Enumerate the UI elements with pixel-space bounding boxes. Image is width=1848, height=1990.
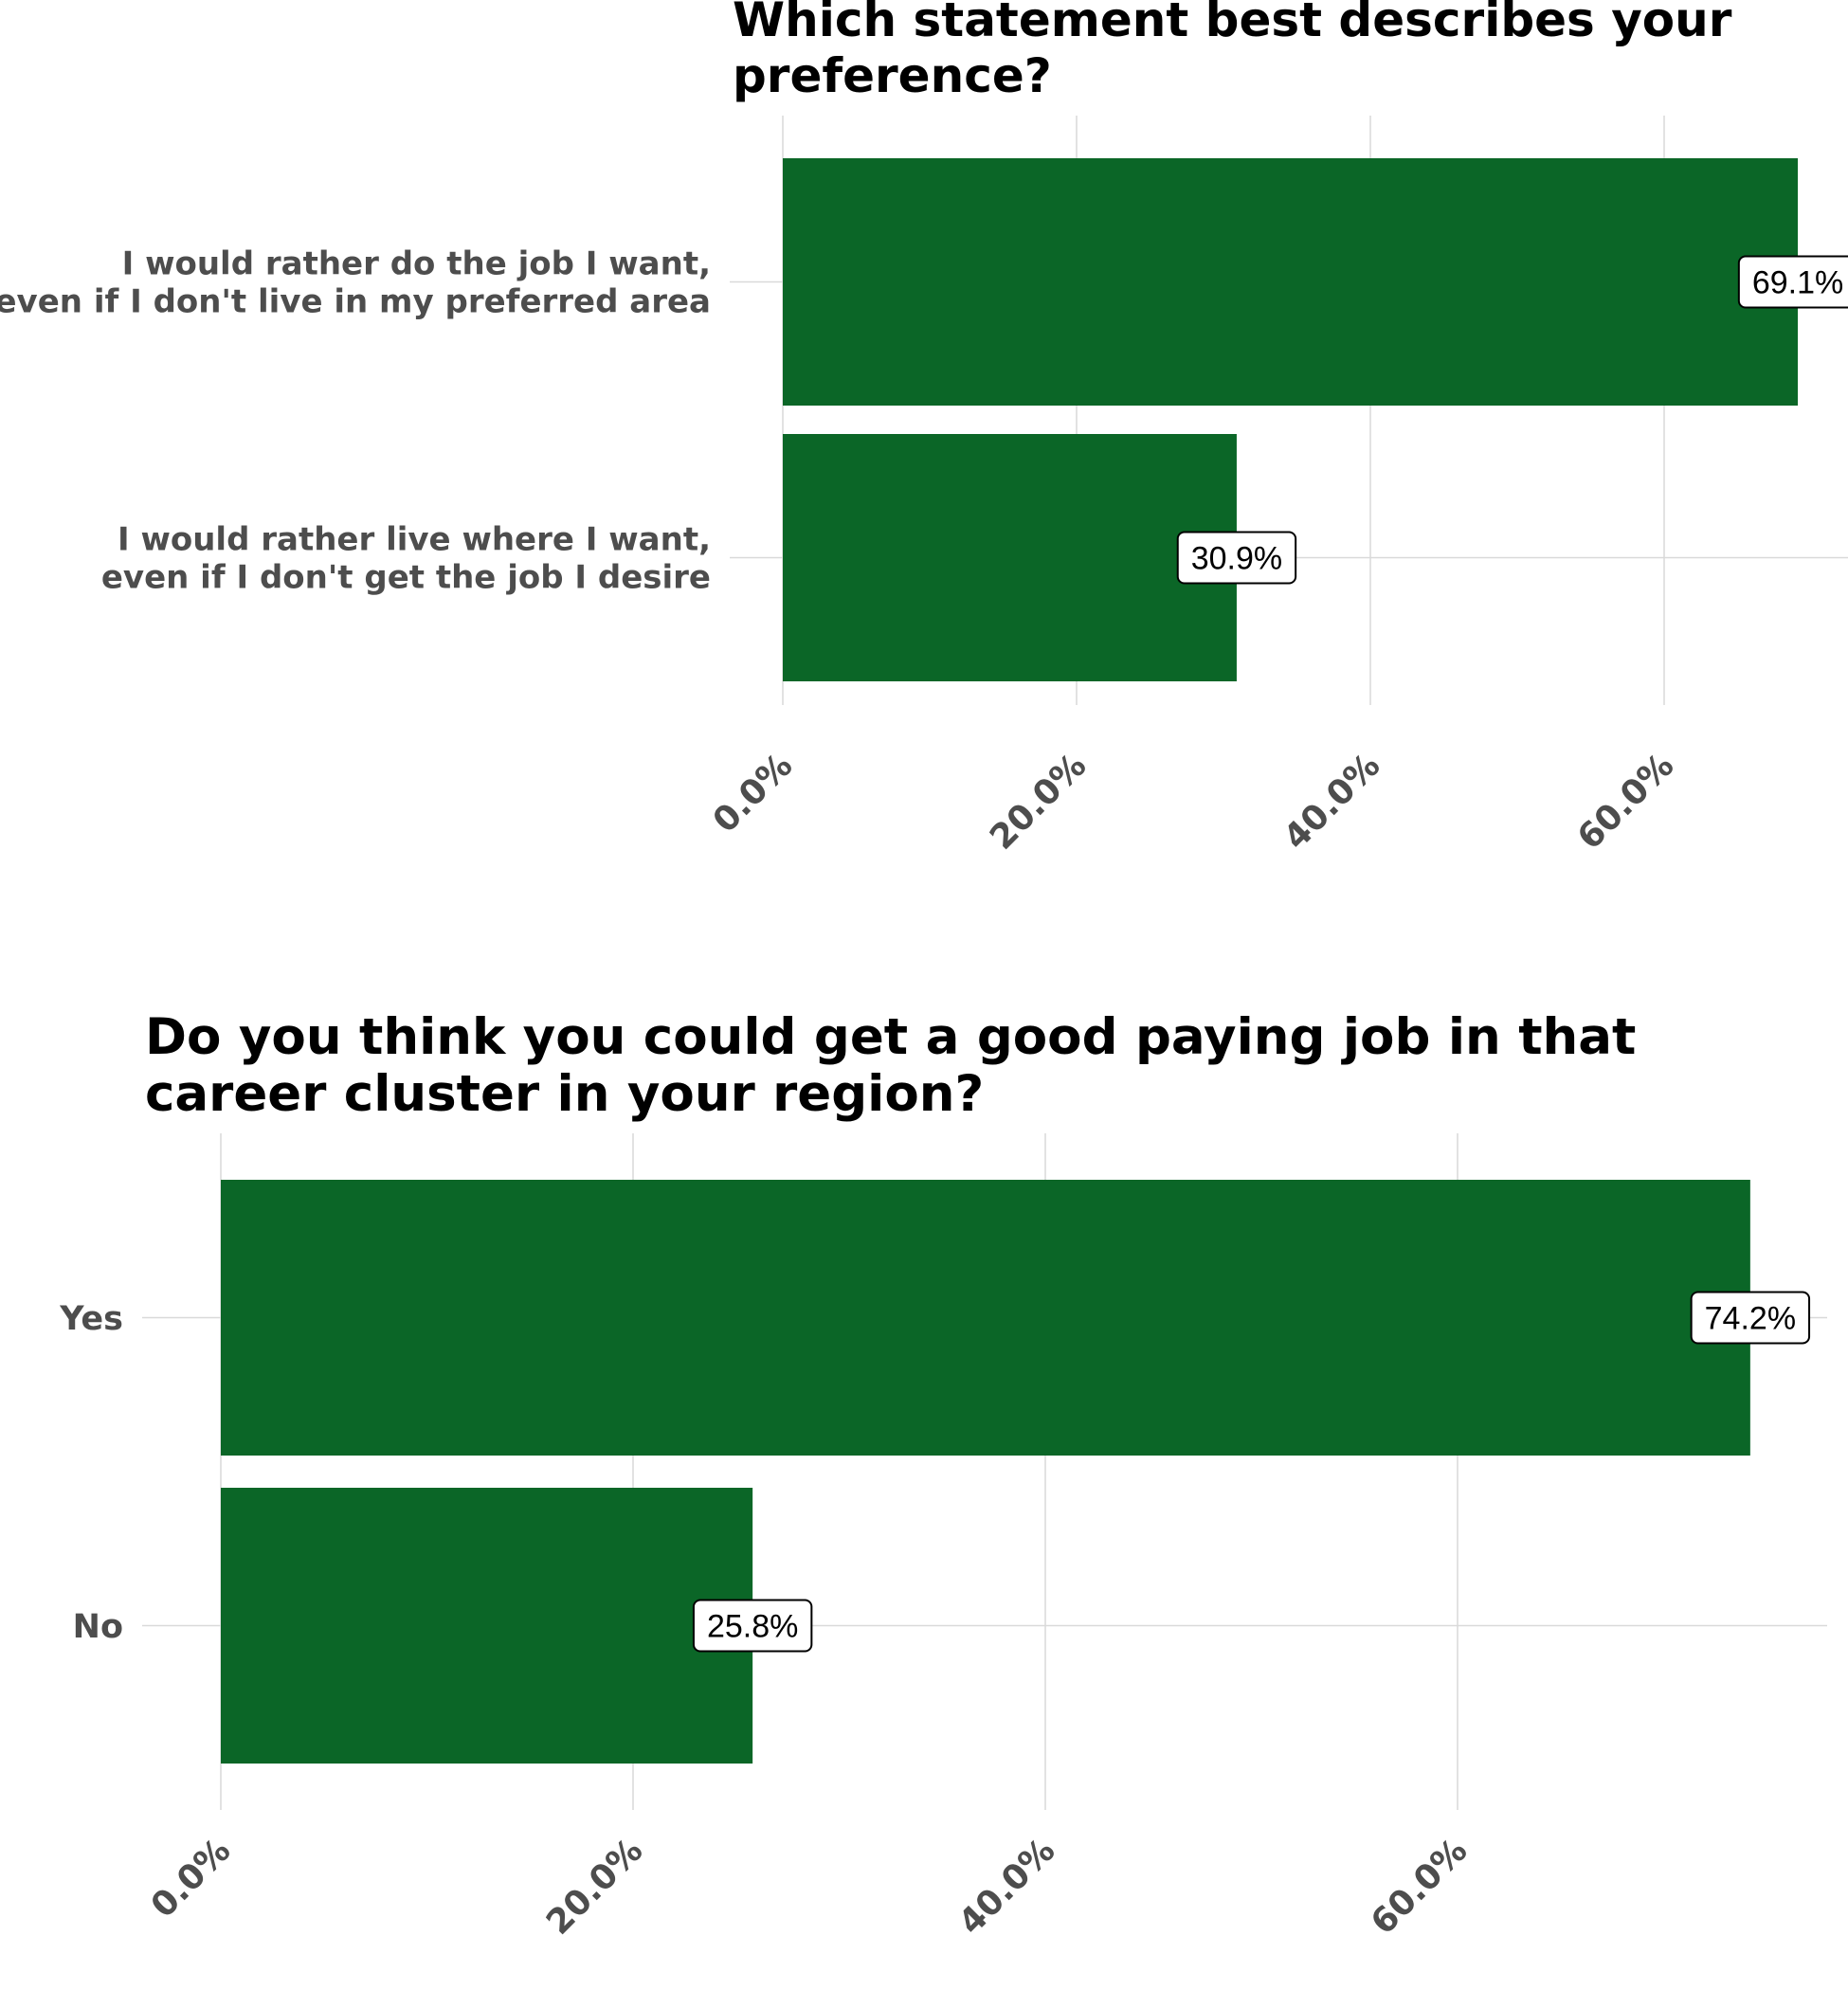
chart-title-line-1: preference? bbox=[733, 48, 1052, 103]
x-tick-label-3: 60.0% bbox=[1364, 1831, 1475, 1942]
category-label-0-line-0: Yes bbox=[59, 1300, 123, 1338]
data-label-text: 69.1% bbox=[1752, 265, 1843, 301]
x-tick-label-1: 20.0% bbox=[983, 746, 1094, 857]
data-label-1: 30.9% bbox=[1176, 531, 1297, 585]
data-label-text: 30.9% bbox=[1191, 541, 1282, 577]
category-label-0-line-1: even if I don't live in my preferred are… bbox=[0, 283, 711, 321]
bar-0 bbox=[783, 158, 1799, 406]
data-label-text: 25.8% bbox=[707, 1609, 798, 1645]
category-label-1-line-1: even if I don't get the job I desire bbox=[101, 559, 711, 597]
data-label-box bbox=[1176, 531, 1297, 585]
x-tick-label-0: 0.0% bbox=[706, 746, 801, 841]
data-label-0: 74.2% bbox=[1690, 1291, 1811, 1345]
chart-title-line-0: Which statement best describes your bbox=[733, 0, 1732, 47]
category-label-1-line-0: I would rather live where I want, bbox=[118, 521, 711, 559]
x-tick-label-1: 20.0% bbox=[539, 1831, 650, 1942]
x-tick-label-2: 40.0% bbox=[951, 1831, 1062, 1942]
category-label-1-line-0: No bbox=[73, 1608, 123, 1646]
data-label-box bbox=[692, 1599, 813, 1653]
bar-1 bbox=[783, 434, 1237, 681]
x-tick-label-0: 0.0% bbox=[144, 1831, 239, 1926]
data-label-box bbox=[1737, 255, 1848, 309]
category-label-0-line-0: I would rather do the job I want, bbox=[122, 245, 711, 283]
chart-good-paying-job-in-region: 74.2% 25.8% Yes No 0.0% 20.0% 40.0% 60.0% Do you… bbox=[59, 1008, 1827, 1943]
bar-1 bbox=[221, 1488, 753, 1764]
data-label-1: 25.8% bbox=[692, 1599, 813, 1653]
chart-title-line-0: Do you think you could get a good paying… bbox=[145, 1008, 1636, 1066]
chart-title-line-1: career cluster in your region? bbox=[145, 1065, 984, 1123]
bar-0 bbox=[221, 1180, 1750, 1456]
data-label-box bbox=[1690, 1291, 1811, 1345]
data-label-text: 74.2% bbox=[1705, 1301, 1796, 1337]
data-label-0: 69.1% bbox=[1737, 255, 1848, 309]
x-tick-label-2: 40.0% bbox=[1277, 746, 1387, 857]
x-tick-label-3: 60.0% bbox=[1570, 746, 1681, 857]
chart-job-vs-location-preference: 69.1% 30.9% I would rather do the job I wa… bbox=[0, 0, 1848, 858]
